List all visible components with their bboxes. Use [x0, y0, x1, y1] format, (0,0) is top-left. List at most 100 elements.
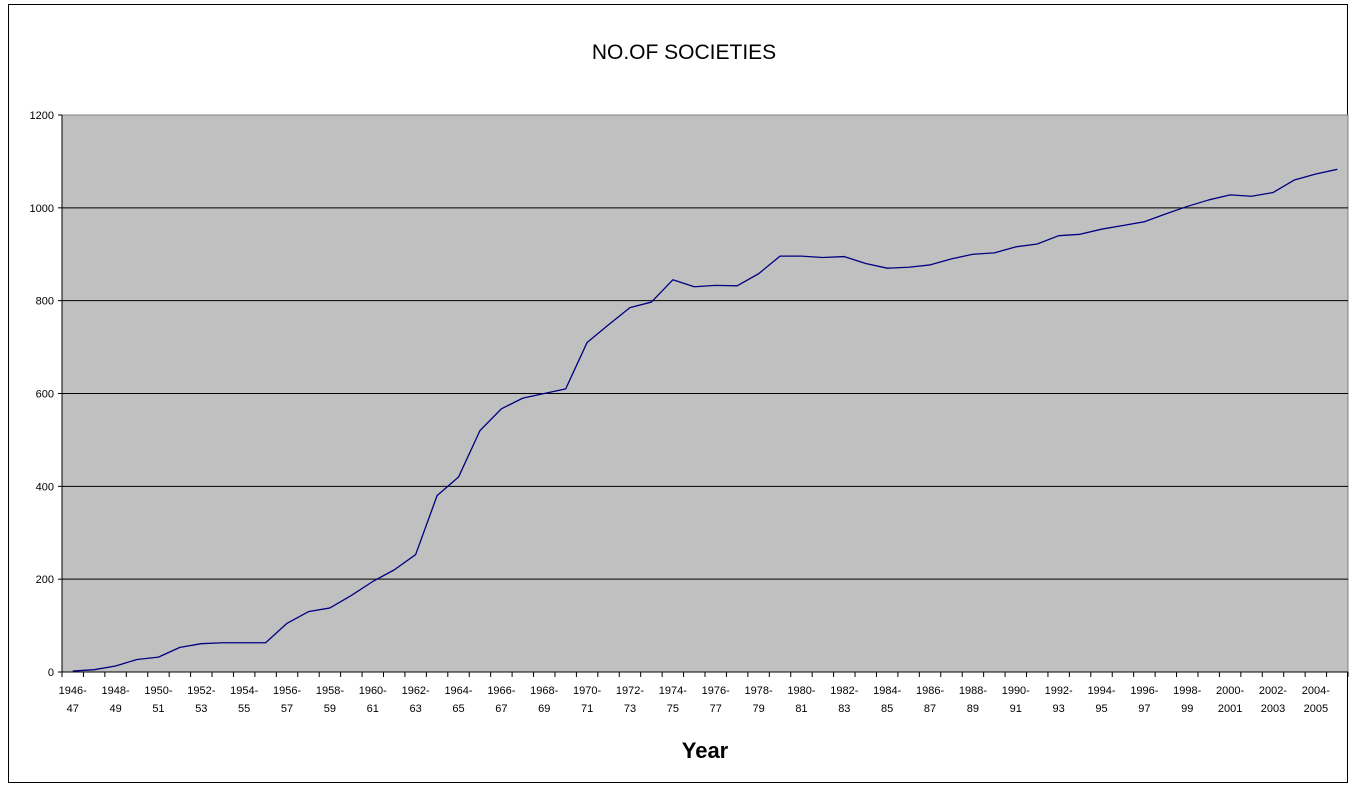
x-axis-ticks: 1946- 47 1948- 49 1950- 51 1952- 53 1954- 55 1956-…	[59, 672, 1349, 715]
data-point	[1165, 213, 1166, 214]
x-tick-label: 65	[452, 703, 464, 715]
data-point	[565, 388, 566, 389]
data-point	[72, 670, 73, 671]
x-tick-label: 51	[152, 703, 164, 715]
x-tick-label: 87	[924, 703, 936, 715]
x-tick-label: 71	[581, 703, 593, 715]
y-tick-label: 600	[36, 389, 54, 401]
data-point	[651, 301, 652, 302]
x-tick-label: 77	[710, 703, 722, 715]
x-tick-label: 49	[109, 703, 121, 715]
x-tick-label: 1962-	[402, 685, 430, 697]
data-point	[351, 595, 352, 596]
y-tick-label: 800	[36, 296, 54, 308]
x-tick-label: 1980-	[787, 685, 815, 697]
x-tick-label: 2001	[1218, 703, 1242, 715]
x-tick-label: 1958-	[316, 685, 344, 697]
data-point	[994, 252, 995, 253]
data-point	[694, 286, 695, 287]
x-tick-label: 1990-	[1002, 685, 1030, 697]
x-tick-label: 1988-	[959, 685, 987, 697]
x-tick-label: 91	[1010, 703, 1022, 715]
data-point	[201, 643, 202, 644]
data-point	[329, 607, 330, 608]
data-point	[715, 285, 716, 286]
y-tick-label: 1200	[30, 110, 54, 122]
data-point	[372, 581, 373, 582]
data-point	[179, 647, 180, 648]
data-point	[308, 611, 309, 612]
data-point	[458, 476, 459, 477]
x-tick-label: 59	[324, 703, 336, 715]
data-point	[522, 398, 523, 399]
x-tick-label: 1960-	[359, 685, 387, 697]
x-tick-label: 69	[538, 703, 550, 715]
x-tick-label: 79	[752, 703, 764, 715]
x-tick-label: 1956-	[273, 685, 301, 697]
x-tick-label: 1954-	[230, 685, 258, 697]
data-point	[1315, 173, 1316, 174]
data-point	[415, 554, 416, 555]
x-tick-label: 1978-	[745, 685, 773, 697]
x-tick-label: 2004-	[1302, 685, 1330, 697]
x-tick-label: 97	[1138, 703, 1150, 715]
data-point	[1208, 199, 1209, 200]
data-point	[1251, 196, 1252, 197]
x-tick-label: 1996-	[1130, 685, 1158, 697]
y-axis-ticks: 0 200 400 600 800 1000 1200	[30, 110, 62, 679]
x-tick-label: 67	[495, 703, 507, 715]
y-tick-label: 0	[48, 667, 54, 679]
x-tick-label: 2002-	[1259, 685, 1287, 697]
x-tick-label: 2000-	[1216, 685, 1244, 697]
data-point	[1294, 179, 1295, 180]
data-point	[865, 263, 866, 264]
data-point	[1272, 192, 1273, 193]
x-tick-label: 83	[838, 703, 850, 715]
x-tick-label: 63	[410, 703, 422, 715]
x-tick-label: 1982-	[830, 685, 858, 697]
x-tick-label: 73	[624, 703, 636, 715]
x-tick-label: 1986-	[916, 685, 944, 697]
x-tick-label: 75	[667, 703, 679, 715]
data-point	[158, 657, 159, 658]
data-point	[1101, 229, 1102, 230]
x-tick-label: 85	[881, 703, 893, 715]
data-point	[801, 256, 802, 257]
series-line	[72, 168, 1338, 672]
x-tick-label: 1984-	[873, 685, 901, 697]
x-tick-label: 2003	[1261, 703, 1285, 715]
y-tick-label: 200	[36, 574, 54, 586]
data-point	[479, 430, 480, 431]
x-tick-label: 1998-	[1173, 685, 1201, 697]
data-point	[244, 642, 245, 643]
data-point	[265, 642, 266, 643]
x-tick-label: 1948-	[102, 685, 130, 697]
x-tick-label: 1952-	[187, 685, 215, 697]
x-tick-label: 57	[281, 703, 293, 715]
data-point	[758, 273, 759, 274]
x-tick-label: 89	[967, 703, 979, 715]
data-point	[1079, 234, 1080, 235]
x-tick-label: 47	[67, 703, 79, 715]
data-point	[222, 642, 223, 643]
x-tick-label: 1964-	[444, 685, 472, 697]
x-axis-label: Year	[682, 738, 729, 763]
data-point	[908, 267, 909, 268]
chart-title: NO.OF SOCIETIES	[592, 41, 776, 64]
x-tick-label: 1968-	[530, 685, 558, 697]
data-point	[286, 623, 287, 624]
data-point	[115, 665, 116, 666]
data-point	[608, 324, 609, 325]
data-point	[136, 659, 137, 660]
data-point	[1230, 194, 1231, 195]
series-layer	[72, 168, 1338, 672]
data-point	[737, 285, 738, 286]
x-tick-label: 61	[367, 703, 379, 715]
grid-lines	[62, 207, 1348, 580]
x-tick-label: 1966-	[487, 685, 515, 697]
data-point	[436, 495, 437, 496]
x-tick-label: 1950-	[144, 685, 172, 697]
data-point	[394, 569, 395, 570]
x-tick-label: 1976-	[702, 685, 730, 697]
